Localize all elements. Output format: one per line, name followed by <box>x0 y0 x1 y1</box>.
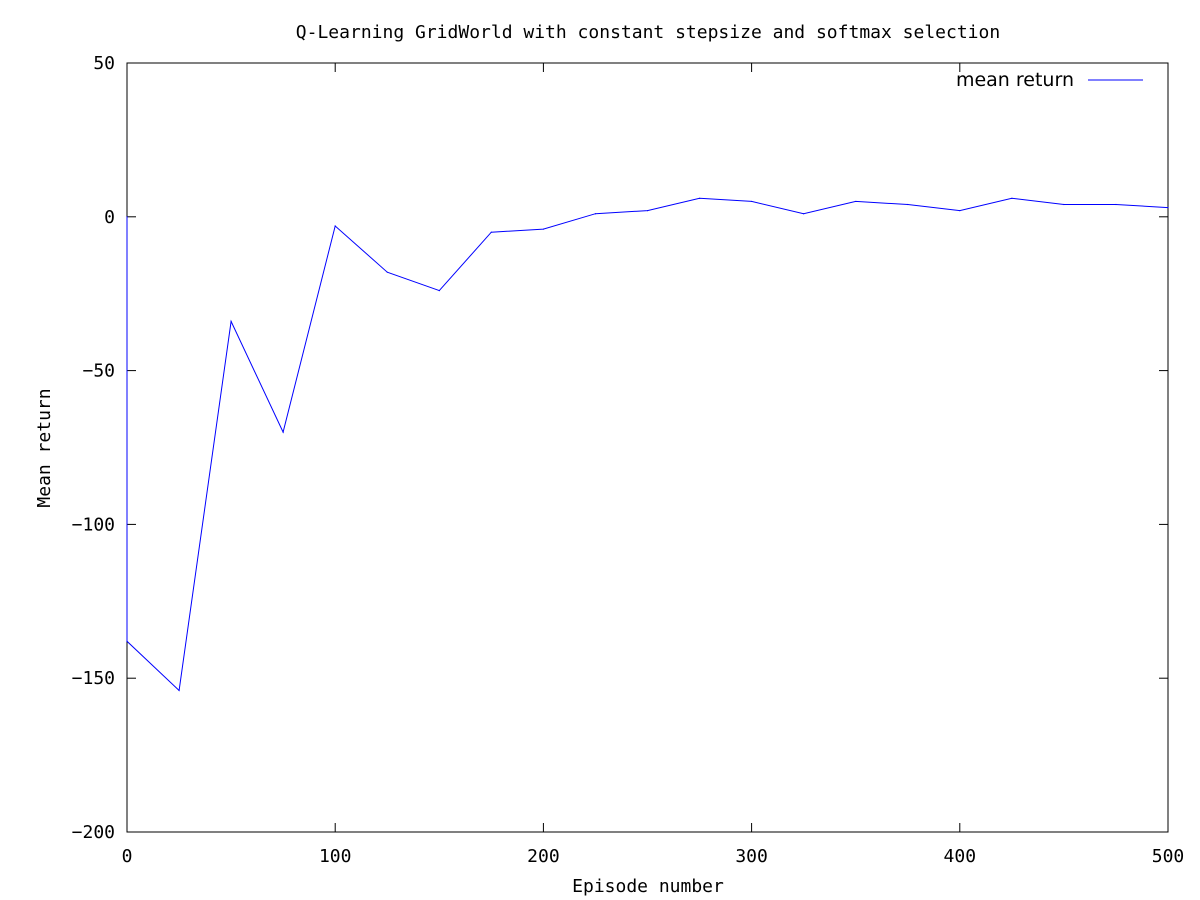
data-point <box>126 640 128 642</box>
y-tick-label: 50 <box>93 53 115 74</box>
legend-label: mean return <box>956 69 1074 91</box>
chart-title: Q-Learning GridWorld with constant steps… <box>296 22 1000 43</box>
y-tick-label: −100 <box>72 514 115 535</box>
data-point <box>126 216 128 218</box>
data-point <box>855 200 857 203</box>
x-tick-label: 400 <box>944 846 977 867</box>
legend: mean return <box>956 69 1143 91</box>
data-point <box>1115 203 1117 206</box>
data-point <box>751 200 753 203</box>
data-point <box>178 689 180 692</box>
x-tick-label: 0 <box>122 846 133 867</box>
data-point <box>959 210 961 212</box>
y-tick-label: 0 <box>104 207 115 228</box>
x-tick-label: 500 <box>1152 846 1185 867</box>
data-point <box>490 231 492 233</box>
y-axis-label: Mean return <box>34 388 55 507</box>
series-line-mean-return <box>126 197 1169 692</box>
plot-frame <box>126 62 1169 833</box>
data-point <box>803 213 805 215</box>
data-point <box>542 228 545 230</box>
y-tick-label: −50 <box>82 361 115 382</box>
axis-ticks: 0 100 200 300 400 500 −200 −150 −100 −50 0 50 <box>72 53 1185 867</box>
data-point <box>907 203 909 206</box>
data-point <box>1167 206 1169 209</box>
data-point <box>698 197 701 199</box>
y-tick-label: −200 <box>72 822 115 843</box>
data-point <box>386 271 388 273</box>
x-tick-label: 200 <box>527 846 560 867</box>
data-point <box>646 210 649 212</box>
data-point <box>282 431 284 433</box>
y-tick-label: −150 <box>72 668 115 689</box>
series-group <box>126 197 1169 692</box>
data-point <box>230 320 232 322</box>
x-tick-label: 100 <box>319 846 352 867</box>
x-axis-label: Episode number <box>572 876 724 897</box>
data-point <box>438 290 440 292</box>
data-point <box>594 213 597 215</box>
data-point <box>334 225 336 227</box>
data-point <box>1063 203 1065 206</box>
data-point <box>1011 197 1013 199</box>
x-tick-label: 300 <box>735 846 768 867</box>
